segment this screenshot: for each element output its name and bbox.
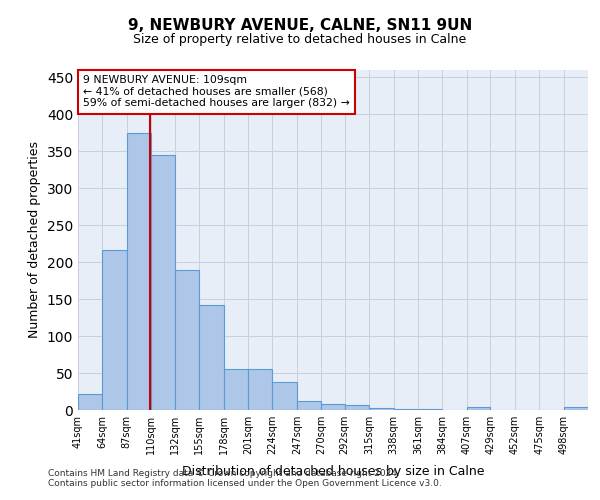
Bar — [322, 404, 344, 410]
Text: Contains public sector information licensed under the Open Government Licence v3: Contains public sector information licen… — [48, 478, 442, 488]
Bar — [563, 407, 588, 410]
Bar — [224, 370, 248, 410]
Bar — [344, 405, 369, 410]
Bar — [272, 382, 297, 410]
Text: 9 NEWBURY AVENUE: 109sqm
← 41% of detached houses are smaller (568)
59% of semi-: 9 NEWBURY AVENUE: 109sqm ← 41% of detach… — [83, 75, 350, 108]
Text: Contains HM Land Registry data © Crown copyright and database right 2024.: Contains HM Land Registry data © Crown c… — [48, 468, 400, 477]
X-axis label: Distribution of detached houses by size in Calne: Distribution of detached houses by size … — [182, 466, 484, 478]
Bar — [418, 408, 442, 410]
Bar — [78, 394, 103, 410]
Bar — [175, 270, 199, 410]
Bar — [151, 155, 175, 410]
Bar — [369, 408, 394, 410]
Text: 9, NEWBURY AVENUE, CALNE, SN11 9UN: 9, NEWBURY AVENUE, CALNE, SN11 9UN — [128, 18, 472, 32]
Y-axis label: Number of detached properties: Number of detached properties — [28, 142, 41, 338]
Text: Size of property relative to detached houses in Calne: Size of property relative to detached ho… — [133, 32, 467, 46]
Bar — [248, 370, 272, 410]
Bar — [467, 407, 490, 410]
Bar — [297, 401, 322, 410]
Bar — [103, 250, 127, 410]
Bar — [199, 305, 224, 410]
Bar — [394, 408, 418, 410]
Bar — [127, 133, 151, 410]
